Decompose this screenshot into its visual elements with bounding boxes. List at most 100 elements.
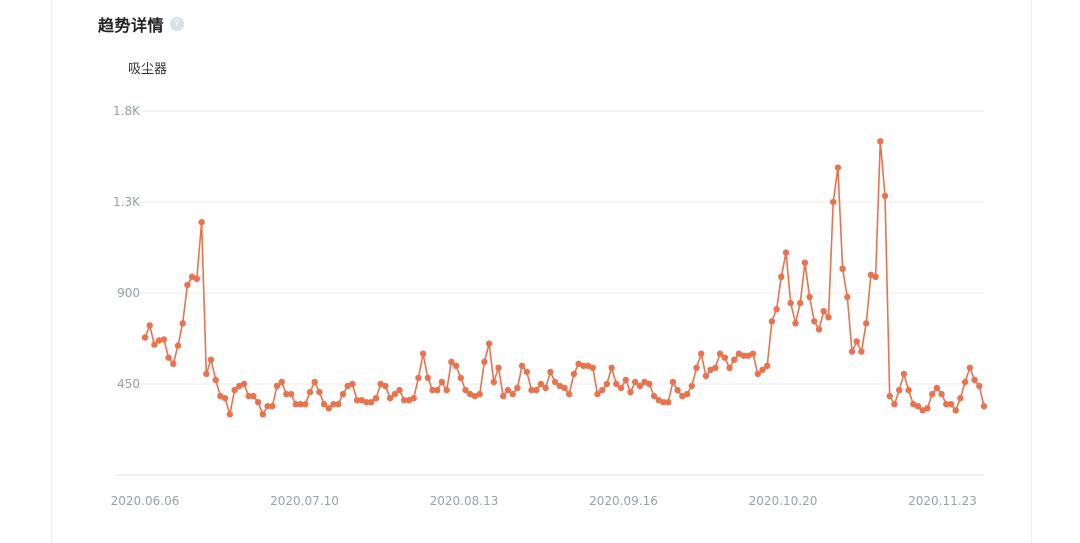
data-point[interactable] [938,390,945,398]
data-point[interactable] [891,401,898,408]
data-point[interactable] [533,386,540,394]
data-point[interactable] [429,386,436,394]
data-point[interactable] [146,322,153,329]
question-circle-icon[interactable]: ? [170,17,185,31]
data-point[interactable] [448,358,455,365]
data-point[interactable] [320,401,328,408]
data-point[interactable] [434,386,441,394]
data-point[interactable] [504,386,512,394]
data-point[interactable] [660,399,667,406]
data-point[interactable] [292,401,299,408]
data-point[interactable] [580,362,587,369]
data-point[interactable] [900,370,908,378]
data-point[interactable] [929,390,936,398]
data-point[interactable] [966,364,974,371]
data-point[interactable] [170,360,177,367]
data-point[interactable] [462,386,469,394]
data-point[interactable] [599,386,606,394]
data-point[interactable] [547,368,554,376]
data-point[interactable] [731,356,738,363]
data-point[interactable] [184,281,191,289]
data-point[interactable] [193,275,200,282]
data-point[interactable] [396,386,403,394]
data-point[interactable] [825,314,832,321]
data-point[interactable] [542,384,549,392]
data-point[interactable] [353,397,361,404]
data-point[interactable] [302,401,309,408]
data-point[interactable] [368,399,375,406]
data-point[interactable] [339,390,347,398]
data-point[interactable] [952,407,959,414]
data-point[interactable] [221,395,229,402]
data-point[interactable] [773,306,780,313]
data-point[interactable] [957,395,964,402]
data-point[interactable] [797,299,804,307]
data-point[interactable] [632,378,639,386]
data-point[interactable] [669,378,677,386]
data-point[interactable] [811,318,818,325]
data-point[interactable] [561,384,568,392]
data-point[interactable] [481,358,488,365]
data-point[interactable] [754,370,761,378]
data-point[interactable] [443,386,450,394]
data-point[interactable] [924,405,931,412]
data-point[interactable] [943,401,950,408]
data-point[interactable] [792,320,799,327]
data-point[interactable] [815,326,823,333]
data-point[interactable] [886,392,893,400]
data-point[interactable] [688,382,695,390]
data-point[interactable] [287,390,295,398]
data-point[interactable] [839,265,846,272]
data-point[interactable] [372,395,380,402]
data-point[interactable] [575,360,582,367]
data-point[interactable] [410,395,417,402]
data-point[interactable] [877,138,884,145]
data-point[interactable] [749,350,757,357]
data-point[interactable] [617,384,625,392]
data-point[interactable] [151,341,158,348]
data-point[interactable] [250,392,257,400]
data-point[interactable] [740,352,747,359]
data-point[interactable] [335,401,342,408]
data-point[interactable] [231,386,238,394]
data-point[interactable] [457,374,464,382]
data-point[interactable] [608,364,615,371]
data-point[interactable] [415,374,422,382]
data-point[interactable] [698,350,705,357]
data-point[interactable] [306,388,314,396]
data-point[interactable] [787,299,794,307]
data-point[interactable] [382,382,389,390]
data-point[interactable] [712,364,719,371]
data-point[interactable] [160,336,168,343]
data-point[interactable] [207,356,215,363]
data-point[interactable] [226,411,233,418]
data-point[interactable] [514,384,521,392]
data-point[interactable] [438,378,446,386]
data-point[interactable] [551,378,559,386]
data-point[interactable] [914,403,922,410]
data-point[interactable] [537,380,545,388]
data-point[interactable] [646,380,653,388]
data-point[interactable] [495,364,502,371]
data-point[interactable] [702,372,710,380]
data-point[interactable] [490,378,497,386]
data-point[interactable] [330,401,337,408]
data-point[interactable] [254,399,262,406]
data-point[interactable] [570,370,578,378]
data-point[interactable] [264,403,271,410]
data-point[interactable] [283,390,290,398]
data-point[interactable] [782,249,790,256]
data-point[interactable] [528,386,535,394]
data-point[interactable] [174,342,182,349]
data-point[interactable] [830,198,837,206]
data-point[interactable] [947,401,955,408]
data-point[interactable] [674,386,681,394]
data-point[interactable] [401,397,408,404]
data-point[interactable] [872,273,879,280]
data-point[interactable] [485,340,493,347]
data-point[interactable] [278,378,285,386]
data-point[interactable] [245,392,252,400]
data-point[interactable] [419,350,427,357]
data-point[interactable] [518,362,526,369]
data-point[interactable] [627,388,634,396]
